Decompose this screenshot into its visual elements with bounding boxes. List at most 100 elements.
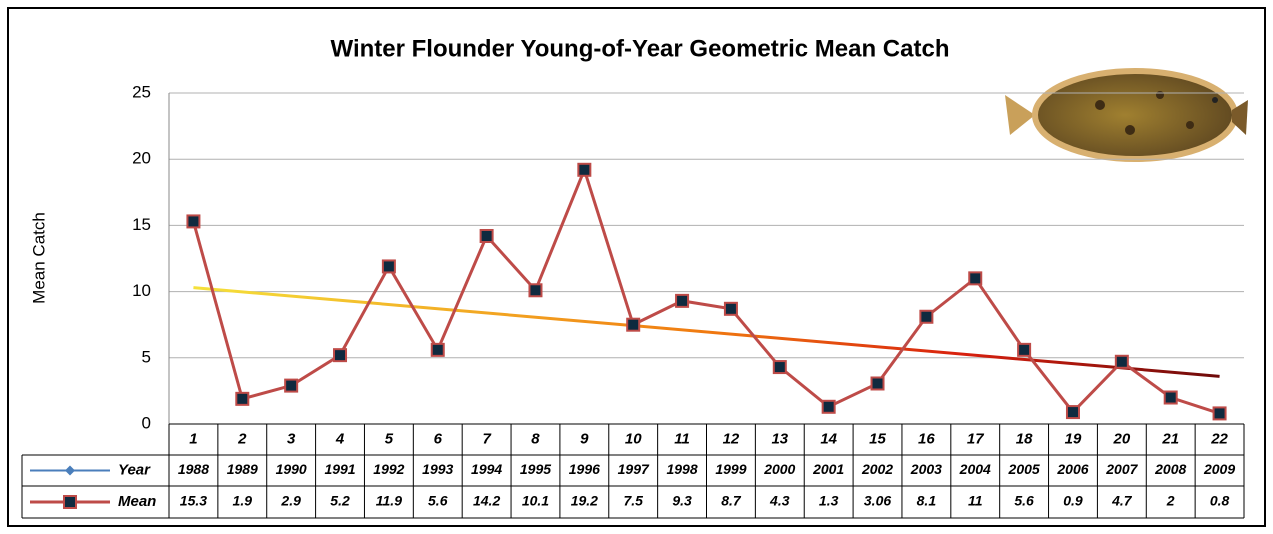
- table-cell: 1995: [520, 461, 551, 477]
- table-cell: 1994: [471, 461, 502, 477]
- x-tick-label: 8: [531, 430, 540, 447]
- data-marker: [968, 271, 983, 286]
- data-marker: [284, 378, 299, 393]
- data-marker: [528, 283, 543, 298]
- x-tick-label: 19: [1065, 430, 1082, 447]
- table-cell: 11.9: [376, 493, 402, 509]
- data-marker: [333, 348, 348, 363]
- x-tick-label: 5: [385, 430, 394, 447]
- table-cell: 9.3: [672, 493, 692, 509]
- table-cell: 1991: [324, 461, 355, 477]
- x-tick-label: 2: [237, 430, 247, 447]
- table-cell: 2007: [1105, 461, 1138, 477]
- table-cell: 2003: [910, 461, 942, 477]
- table-cell: 5.6: [428, 493, 448, 509]
- x-tick-label: 21: [1161, 430, 1179, 447]
- x-tick-label: 7: [482, 430, 491, 447]
- table-cell: 3.06: [864, 493, 891, 509]
- table-cell: 14.2: [473, 493, 500, 509]
- legend-marker: [63, 495, 77, 509]
- x-tick-label: 14: [820, 430, 837, 447]
- data-marker: [1017, 342, 1032, 357]
- table-cell: 1997: [618, 461, 650, 477]
- data-marker: [626, 317, 641, 332]
- table-cell: 5.2: [330, 493, 350, 509]
- y-tick-label: 5: [142, 347, 151, 366]
- x-tick-label: 17: [967, 430, 984, 447]
- x-tick-label: 11: [674, 430, 690, 447]
- x-tick-label: 3: [287, 430, 296, 447]
- x-tick-label: 20: [1112, 430, 1130, 447]
- x-tick-label: 12: [723, 430, 740, 447]
- data-marker: [1065, 405, 1080, 420]
- chart-title: Winter Flounder Young-of-Year Geometric …: [331, 35, 950, 62]
- table-cell: 0.8: [1210, 493, 1230, 509]
- x-tick-label: 9: [580, 430, 589, 447]
- x-tick-label: 15: [869, 430, 886, 447]
- data-marker: [577, 162, 592, 177]
- table-cell: 1998: [666, 461, 697, 477]
- y-tick-label: 25: [132, 82, 151, 101]
- data-marker: [235, 391, 250, 406]
- data-marker: [723, 301, 738, 316]
- table-cell: 5.6: [1014, 493, 1034, 509]
- table-cell: 4.7: [1111, 493, 1133, 509]
- data-marker: [430, 342, 445, 357]
- table-cell: 2006: [1056, 461, 1088, 477]
- y-tick-label: 20: [132, 149, 151, 168]
- table-cell: 2: [1166, 493, 1175, 509]
- y-axis-label: Mean Catch: [29, 212, 48, 304]
- table-cell: 1988: [178, 461, 209, 477]
- trend-line: [193, 286, 1220, 378]
- table-cell: 2002: [861, 461, 893, 477]
- data-marker: [1114, 354, 1129, 369]
- table-cell: 2.9: [280, 493, 301, 509]
- table-cell: 1996: [569, 461, 600, 477]
- table-cell: 2008: [1154, 461, 1186, 477]
- x-tick-label: 1: [189, 430, 197, 447]
- data-line: [191, 165, 1221, 415]
- x-tick-label: 13: [771, 430, 788, 447]
- data-marker: [919, 309, 934, 324]
- data-marker: [186, 214, 201, 229]
- data-marker: [870, 376, 885, 391]
- legend-marker: [65, 465, 75, 476]
- y-tick-label: 10: [132, 281, 151, 300]
- data-marker: [479, 228, 494, 243]
- x-tick-label: 10: [625, 430, 642, 447]
- x-tick-label: 18: [1016, 430, 1033, 447]
- x-tick-label: 4: [335, 430, 345, 447]
- table-cell: 1.3: [819, 493, 839, 509]
- table-cell: 1990: [276, 461, 307, 477]
- table-cell: 15.3: [180, 493, 207, 509]
- table-cell: 1999: [715, 461, 746, 477]
- data-marker: [1212, 406, 1227, 421]
- legend-label: Mean: [118, 493, 156, 510]
- table-cell: 2005: [1008, 461, 1040, 477]
- table-cell: 11: [968, 493, 983, 509]
- table-cell: 4.3: [769, 493, 790, 509]
- data-marker: [381, 259, 396, 274]
- x-tick-label: 16: [918, 430, 935, 447]
- table-cell: 8.7: [721, 493, 742, 509]
- table-cell: 0.9: [1063, 493, 1083, 509]
- table-cell: 2001: [812, 461, 844, 477]
- data-marker: [821, 399, 836, 414]
- table-cell: 2000: [763, 461, 795, 477]
- x-tick-label: 6: [434, 430, 443, 447]
- data-marker: [772, 360, 787, 375]
- table-cell: 19.2: [571, 493, 598, 509]
- table-cell: 1992: [373, 461, 404, 477]
- data-marker: [1163, 390, 1178, 405]
- table-cell: 8.1: [917, 493, 937, 509]
- y-tick-label: 15: [132, 215, 151, 234]
- x-tick-label: 22: [1210, 430, 1228, 447]
- data-marker: [675, 293, 690, 308]
- table-cell: 1993: [422, 461, 453, 477]
- table-cell: 1989: [227, 461, 258, 477]
- y-tick-label: 0: [142, 413, 151, 432]
- legend-label: Year: [118, 461, 151, 478]
- table-cell: 7.5: [623, 493, 643, 509]
- table-cell: 10.1: [522, 493, 549, 509]
